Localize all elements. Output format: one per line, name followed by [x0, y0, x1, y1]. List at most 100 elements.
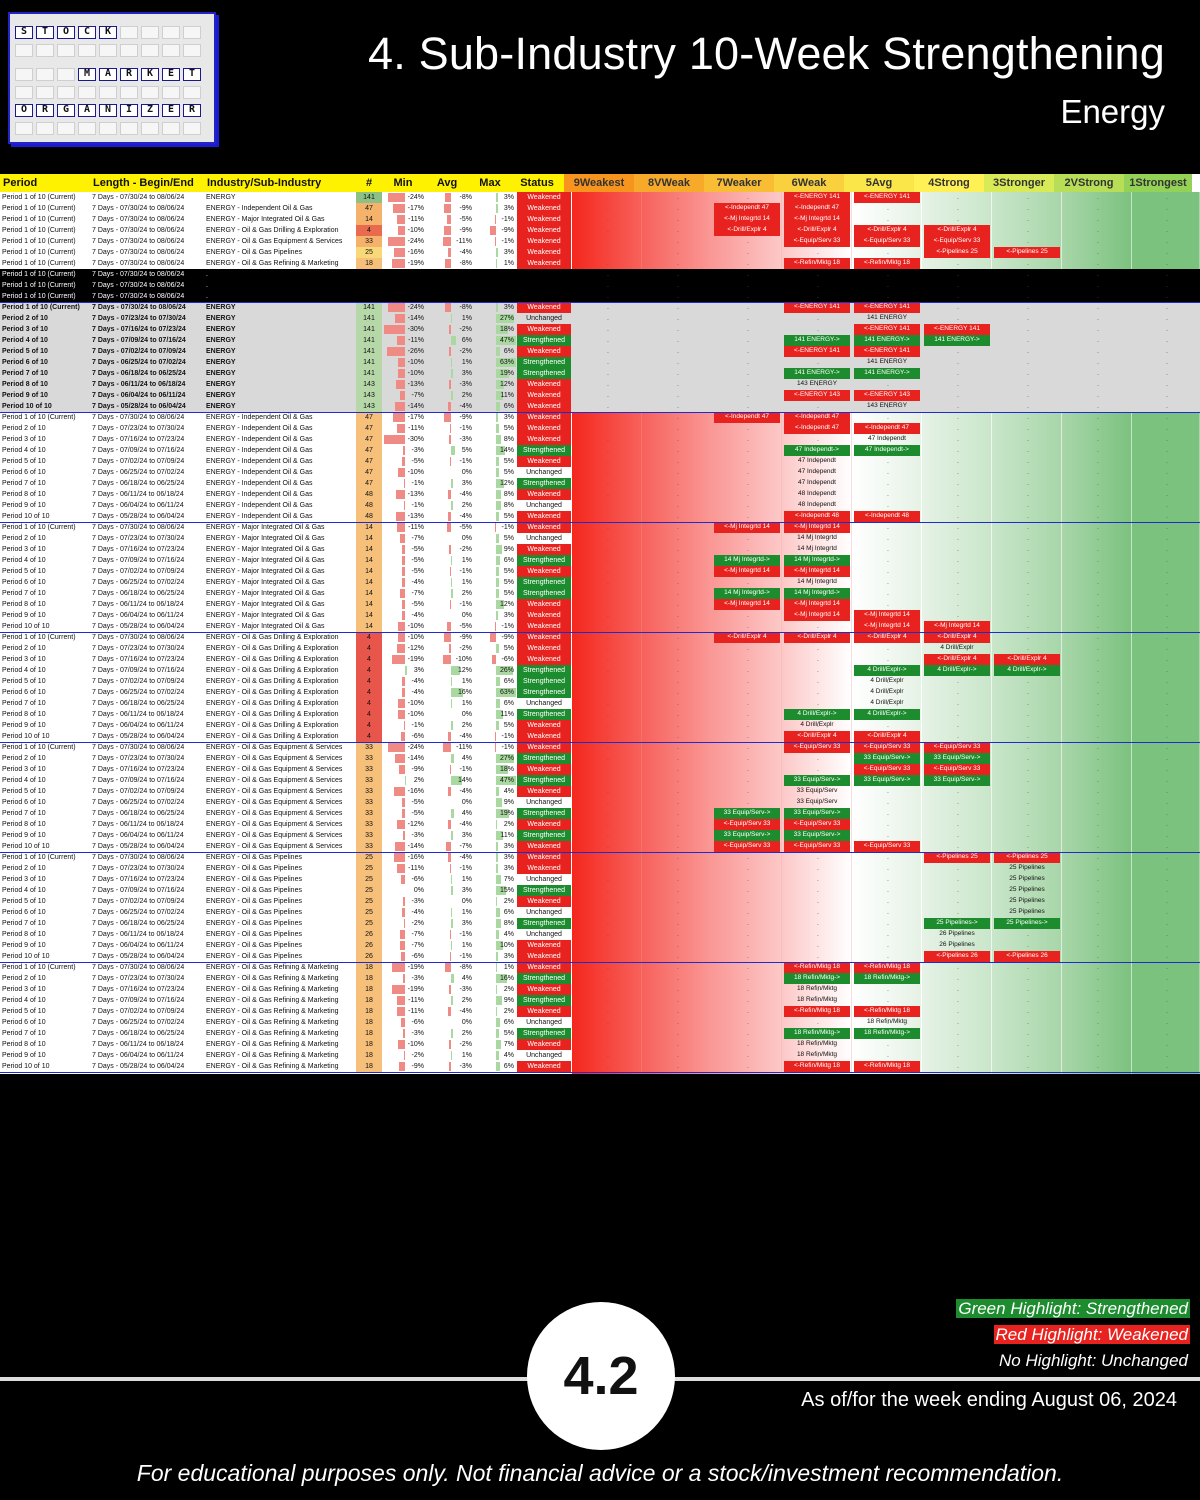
empty-score-marker: . — [957, 700, 959, 707]
empty-score-marker: . — [1097, 997, 1099, 1004]
max-cell: 11% — [476, 390, 516, 401]
empty-score-marker: . — [1027, 447, 1029, 454]
as-of-date: As of/for the week ending August 06, 202… — [801, 1389, 1177, 1411]
empty-score-marker: . — [887, 436, 889, 443]
length-cell: 7 Days - 07/30/24 to 08/06/24 — [92, 238, 185, 245]
data-bar — [447, 853, 451, 862]
length-cell: 7 Days - 07/09/24 to 07/16/24 — [92, 997, 185, 1004]
empty-score-marker: . — [1097, 491, 1099, 498]
empty-score-marker: . — [677, 249, 679, 256]
max-cell: 5% — [476, 643, 516, 654]
score-label: 4 Drill/Explr — [870, 699, 904, 706]
length-cell: 7 Days - 07/02/24 to 07/09/24 — [92, 678, 185, 685]
empty-score-marker: . — [677, 887, 679, 894]
period-cell: Period 9 of 10 — [2, 942, 46, 949]
data-bar — [495, 622, 496, 631]
data-bar — [451, 754, 455, 763]
data-bar — [402, 831, 405, 840]
empty-score-marker: . — [747, 271, 749, 278]
empty-score-marker: . — [817, 997, 819, 1004]
empty-score-marker: . — [1166, 392, 1168, 399]
empty-score-marker: . — [817, 249, 819, 256]
status-cell: Strengthened — [517, 709, 571, 720]
empty-score-marker: . — [677, 1063, 679, 1070]
period-cell: Period 1 of 10 (Current) — [2, 282, 76, 289]
section-separator — [0, 632, 1200, 633]
logo-tile — [15, 122, 33, 135]
empty-score-marker: . — [747, 722, 749, 729]
avg-cell: 4% — [428, 808, 474, 819]
empty-score-marker: . — [1097, 909, 1099, 916]
length-cell: 7 Days - 07/02/24 to 07/09/24 — [92, 1008, 185, 1015]
data-bar — [444, 226, 451, 235]
score-label: <-ENERGY 141 — [854, 302, 920, 313]
empty-score-marker: . — [1166, 887, 1168, 894]
avg-cell: 1% — [451, 556, 472, 565]
period-cell: Period 6 of 10 — [2, 359, 48, 366]
empty-score-marker: . — [1027, 909, 1029, 916]
min-cell: -6% — [384, 1017, 426, 1028]
table-row: Period 7 of 10 7 Days - 06/18/24 to 06/25… — [0, 918, 1200, 929]
status-cell: Strengthened — [517, 775, 571, 786]
data-bar — [449, 644, 451, 653]
logo-tile — [183, 44, 201, 57]
length-cell: 7 Days - 06/04/24 to 06/11/24 — [92, 502, 184, 509]
empty-score-marker: . — [1166, 370, 1168, 377]
avg-cell: 3% — [428, 830, 474, 841]
score-label: <-Refin/Mktg 18 — [784, 1006, 850, 1017]
min-cell: -11% — [384, 1006, 426, 1017]
max-cell: 19% — [476, 808, 516, 819]
count-cell: 47 — [356, 434, 382, 445]
empty-score-marker: . — [747, 491, 749, 498]
empty-score-marker: . — [1166, 359, 1168, 366]
empty-score-marker: . — [887, 700, 889, 707]
length-cell: 7 Days - 07/30/24 to 08/06/24 — [92, 524, 185, 531]
empty-score-marker: . — [957, 447, 959, 454]
data-bar — [393, 787, 405, 796]
status-cell: Strengthened — [517, 577, 571, 588]
industry-cell: ENERGY - Oil & Gas Drilling & Exploratio… — [206, 711, 339, 718]
empty-score-marker: . — [1097, 249, 1099, 256]
empty-score-marker: . — [1097, 579, 1099, 586]
status-cell: Weakened — [517, 1039, 571, 1050]
industry-cell: ENERGY - Oil & Gas Drilling & Exploratio… — [206, 645, 339, 652]
empty-score-marker: . — [677, 788, 679, 795]
avg-cell: -4% — [428, 511, 474, 522]
count-cell: 18 — [356, 1006, 382, 1017]
empty-score-marker: . — [607, 403, 609, 410]
empty-score-marker: . — [887, 491, 889, 498]
score-label: <-Mj Integrtd 14 — [784, 522, 850, 533]
score-label: 4 Drill/Explr-> — [854, 665, 920, 676]
avg-cell: 12% — [428, 665, 474, 676]
empty-score-marker: . — [677, 1041, 679, 1048]
score-label: <-Refin/Mktg 18 — [854, 1006, 920, 1017]
score-label: 141 ENERGY-> — [854, 335, 920, 346]
column-header: 3Stronger — [984, 174, 1054, 192]
length-cell: 7 Days - 06/25/24 to 07/02/24 — [92, 689, 185, 696]
status-cell: Weakened — [517, 940, 571, 951]
table-row: Period 7 of 10 7 Days - 06/18/24 to 06/25… — [0, 698, 1200, 709]
score-label: 4 Drill/Explr-> — [854, 709, 920, 720]
empty-score-marker: . — [1166, 1063, 1168, 1070]
data-bar — [447, 622, 451, 631]
score-label: 18 Refin/Mktg-> — [784, 1028, 850, 1039]
count-cell: 18 — [356, 1061, 382, 1072]
empty-score-marker: . — [957, 524, 959, 531]
empty-score-marker: . — [677, 612, 679, 619]
data-bar — [496, 886, 506, 895]
count-cell: 25 — [356, 852, 382, 863]
empty-score-marker: . — [817, 271, 819, 278]
avg-cell — [428, 280, 474, 291]
table-header: Period Length - Begin/End Industry/Sub-Ind… — [0, 174, 1200, 192]
data-bar — [447, 523, 451, 532]
empty-score-marker: . — [1027, 645, 1029, 652]
legend-unchanged: No Highlight: Unchanged — [998, 1351, 1188, 1370]
score-label: <-ENERGY 141 — [784, 192, 850, 203]
table-body: Period 1 of 10 (Current) 7 Days - 07/30/2… — [0, 192, 1200, 1072]
period-cell: Period 5 of 10 — [2, 788, 46, 795]
length-cell: 7 Days - 07/30/24 to 08/06/24 — [92, 205, 185, 212]
table-row: Period 8 of 10 7 Days - 06/11/24 to 06/18… — [0, 929, 1200, 940]
status-cell: Strengthened — [517, 753, 571, 764]
empty-score-marker: . — [957, 535, 959, 542]
empty-score-marker: . — [607, 524, 609, 531]
